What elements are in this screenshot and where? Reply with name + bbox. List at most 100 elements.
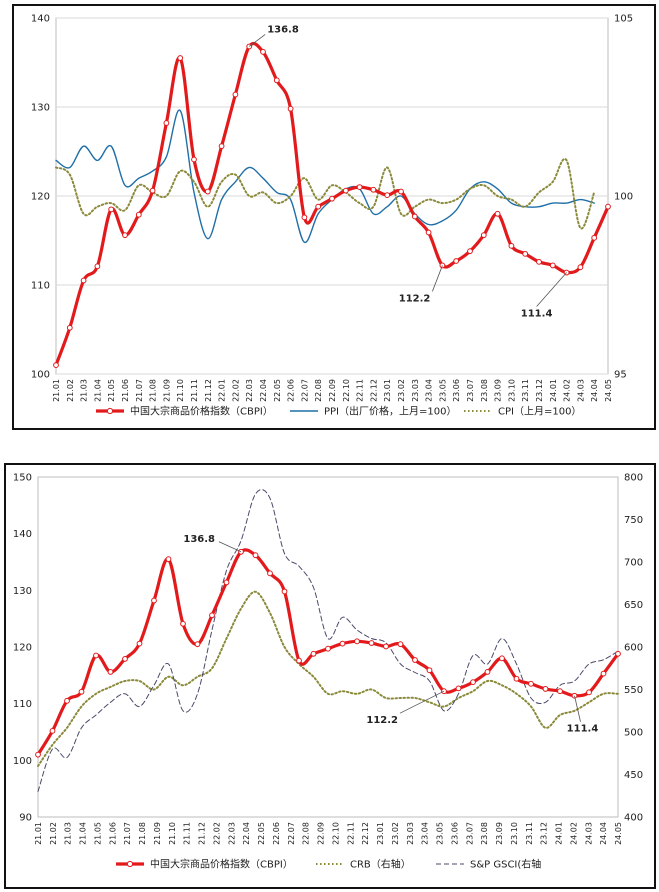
x-tick-label: 21.12 (198, 822, 207, 845)
x-tick-label: 23.07 (465, 822, 474, 845)
data-point (384, 192, 391, 199)
data-point (411, 213, 418, 220)
x-tick-label: 23.04 (421, 822, 430, 845)
x-tick-label: 24.03 (576, 379, 585, 402)
x-tick-label: 24.04 (599, 822, 608, 845)
legend-label: CRB（右轴） (350, 858, 411, 871)
data-point (586, 689, 592, 696)
x-tick-label: 22.04 (242, 822, 251, 845)
data-point (339, 640, 346, 647)
legend-label: 中国大宗商品价格指数（CBPI） (150, 858, 293, 871)
data-point (301, 214, 308, 221)
y-tick-label: 100 (31, 370, 50, 381)
data-point (577, 264, 584, 271)
x-tick-label: 23.02 (397, 379, 406, 402)
data-point (542, 686, 549, 692)
legend-marker (106, 407, 114, 415)
x-tick-label: 23.08 (480, 379, 489, 402)
data-point (470, 679, 476, 686)
x-tick-label: 23.04 (425, 379, 434, 402)
x-tick-label: 21.11 (190, 379, 199, 402)
x-tick-label: 23.11 (525, 822, 534, 845)
data-point (528, 680, 534, 687)
data-point (180, 620, 186, 627)
x-tick-label: 24.01 (555, 822, 564, 845)
data-point (412, 657, 418, 663)
x-tick-label: 22.01 (218, 379, 227, 402)
x-tick-label: 23.02 (391, 822, 400, 845)
data-point (370, 186, 377, 193)
top-chart: 100 110 120 130 140 95 100 105 21.01 21.02 21.03 21… (31, 14, 633, 418)
legend-label: PPI（出厂价格，上月=100） (324, 405, 456, 418)
legend-label: 中国大宗商品价格指数（CBPI） (130, 405, 273, 418)
data-point (398, 188, 404, 195)
annotation-leader (536, 272, 567, 307)
annotation-leader (399, 690, 445, 714)
annotation-leader (248, 34, 266, 47)
data-point (273, 77, 280, 84)
x-tick-label: 22.07 (300, 379, 309, 402)
y-tick-label: 140 (31, 14, 50, 25)
y-tick-label: 120 (31, 192, 50, 203)
x-tick-label: 22.02 (231, 379, 240, 402)
y-tick-label: 110 (31, 281, 50, 292)
y2-tick-label: 700 (624, 558, 643, 569)
x-tick-label: 22.07 (287, 822, 296, 845)
y2-tick-label: 550 (624, 685, 643, 696)
data-point (135, 211, 142, 218)
y-tick-label: 110 (13, 699, 32, 710)
x-tick-label: 23.01 (383, 379, 392, 402)
x-tick-label: 24.01 (549, 379, 558, 402)
data-point (536, 258, 542, 265)
data-point (467, 248, 473, 255)
data-point (223, 579, 230, 586)
x-tick-label: 23.06 (450, 822, 459, 845)
annotation-leader (574, 695, 581, 722)
data-point (78, 688, 85, 695)
x-tick-label: 23.08 (480, 822, 489, 845)
x-tick-label: 22.02 (212, 822, 221, 845)
y-tick-label: 120 (13, 643, 32, 654)
y2-tick-label: 500 (624, 728, 643, 739)
legend-label: CPI（上月=100） (498, 406, 581, 418)
data-point (53, 362, 59, 369)
series-line-1 (37, 590, 619, 767)
x-tick-label: 21.03 (64, 822, 73, 845)
x-tick-label: 23.03 (411, 379, 420, 402)
x-tick-label: 22.08 (314, 379, 323, 402)
y2-tick-label: 800 (624, 473, 643, 484)
x-tick-label: 21.07 (135, 379, 144, 402)
data-point (218, 143, 225, 150)
y2-tick-label: 450 (624, 770, 643, 781)
data-point (165, 556, 172, 563)
data-point (204, 188, 211, 195)
data-point (177, 55, 184, 61)
x-tick-label: 24.02 (563, 379, 572, 402)
y-tick-label: 130 (31, 103, 50, 114)
data-point (194, 641, 201, 648)
x-tick-label: 22.12 (361, 822, 370, 845)
data-point (238, 548, 244, 555)
series-line-0 (36, 548, 620, 757)
series-line-2 (55, 157, 596, 230)
y-tick-label: 150 (13, 473, 32, 484)
x-tick-label: 21.02 (49, 822, 58, 845)
x-tick-label: 21.06 (121, 379, 130, 402)
data-point (441, 688, 447, 695)
x-tick-label: 23.10 (510, 822, 519, 845)
data-point (356, 184, 363, 191)
data-point (163, 120, 170, 126)
data-point (453, 258, 460, 264)
x-tick-label: 23.03 (406, 822, 415, 845)
x-tick-label: 24.04 (590, 379, 599, 402)
legend-label: S&P GSCI(右轴 (470, 858, 541, 871)
x-tick-label: 22.09 (328, 379, 337, 402)
data-point (64, 697, 70, 704)
x-tick-label: 21.04 (79, 822, 88, 845)
x-tick-label: 21.06 (108, 822, 117, 845)
annotation-label: 112.2 (399, 293, 431, 304)
data-point (605, 203, 611, 210)
x-tick-label: 22.05 (273, 379, 282, 402)
plot-area (37, 476, 619, 818)
x-tick-label: 21.08 (138, 822, 147, 845)
